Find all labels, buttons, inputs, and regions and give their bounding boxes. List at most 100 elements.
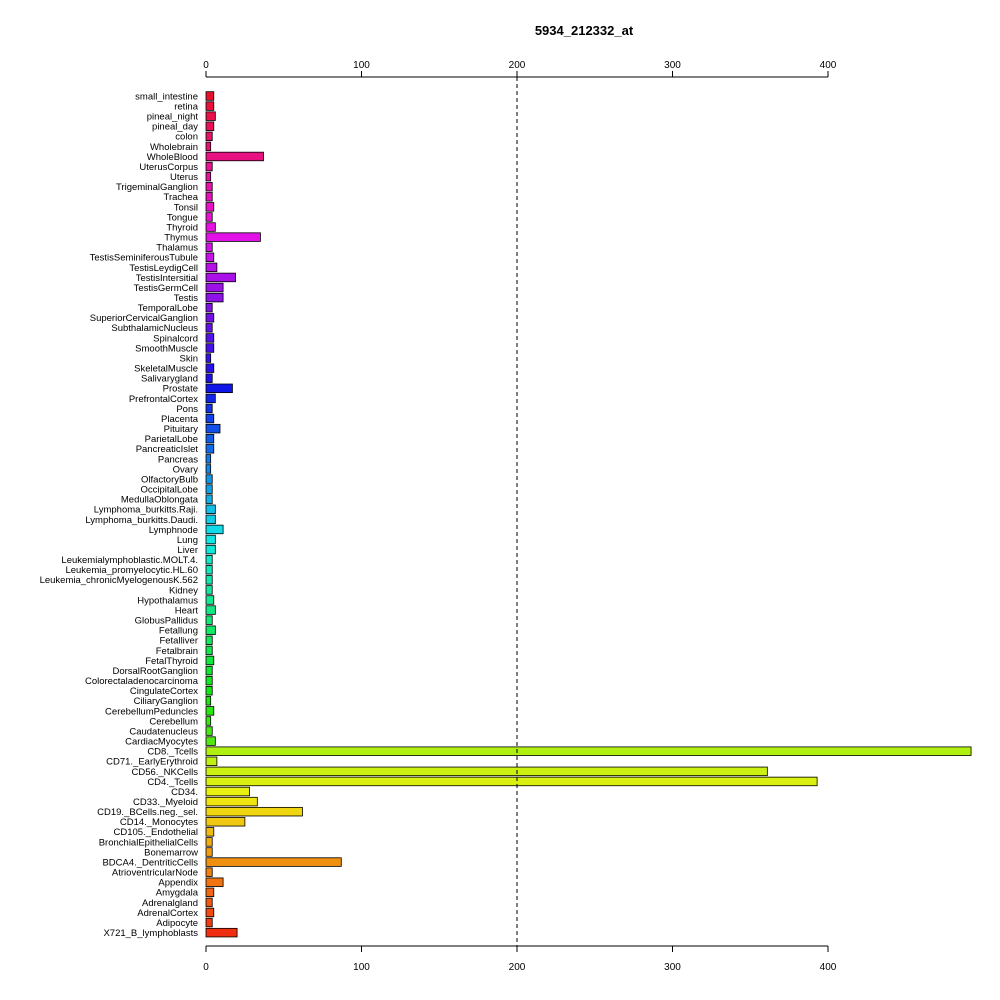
- bar: [205, 212, 213, 222]
- category-label: Caudatenucleus: [129, 726, 198, 737]
- bar: [205, 171, 212, 182]
- category-label: small_intestine: [135, 91, 198, 102]
- bar: [205, 343, 215, 353]
- category-label: CingulateCortex: [130, 686, 198, 697]
- category-label: Colorectaladenocarcinoma: [85, 676, 199, 687]
- bar: [205, 363, 215, 373]
- bar: [205, 393, 216, 404]
- bar: [205, 706, 215, 716]
- bar: [205, 857, 342, 867]
- category-label: Leukemia_promyelocytic.HL.60: [65, 565, 198, 576]
- x-tick-label: 100: [353, 60, 370, 71]
- bar: [205, 111, 216, 121]
- bar: [205, 655, 215, 666]
- category-label: Thymus: [164, 233, 198, 244]
- bar: [205, 474, 213, 484]
- chart-title: 5934_212332_at: [535, 23, 634, 38]
- category-label: WholeBlood: [147, 152, 198, 163]
- category-label: Tongue: [167, 212, 198, 223]
- bar: [205, 353, 212, 363]
- bar: [205, 625, 216, 635]
- category-label: Lymphnode: [149, 525, 198, 536]
- x-tick-label: 400: [820, 962, 837, 973]
- bar: [205, 806, 303, 817]
- bar: [205, 423, 221, 434]
- category-label: CardiacMyocytes: [125, 737, 198, 748]
- category-label: TemporalLobe: [138, 303, 198, 314]
- category-label: CerebellumPeduncles: [105, 706, 198, 717]
- category-label: Trachea: [164, 192, 199, 203]
- bar: [205, 302, 213, 313]
- category-label: Appendix: [158, 878, 198, 889]
- category-label: Leukemialymphoblastic.MOLT.4.: [61, 555, 198, 566]
- bar: [205, 222, 216, 232]
- bar: [205, 585, 213, 595]
- category-label: Bonemarrow: [144, 847, 198, 858]
- category-label: PrefrontalCortex: [129, 394, 198, 405]
- bar: [205, 796, 258, 807]
- bar: [205, 161, 213, 172]
- category-label: Wholebrain: [150, 142, 198, 153]
- category-label: Spinalcord: [153, 333, 198, 344]
- category-label: SkeletalMuscle: [134, 364, 198, 375]
- category-label: Hypothalamus: [137, 595, 198, 606]
- category-label: Pituitary: [164, 424, 199, 435]
- category-label: Skin: [180, 353, 198, 364]
- bar: [205, 524, 224, 535]
- category-label: Thyroid: [166, 222, 198, 233]
- bar: [205, 252, 215, 262]
- category-label: Fetallung: [159, 626, 198, 637]
- bar: [205, 665, 213, 676]
- category-label: CiliaryGanglion: [134, 696, 198, 707]
- bar: [205, 645, 213, 656]
- bar: [205, 887, 215, 898]
- category-label: CD4._Tcells: [147, 777, 198, 788]
- bar: [205, 766, 768, 777]
- category-label: X721_B_lymphoblasts: [103, 928, 198, 939]
- category-label: pineal_day: [152, 122, 198, 133]
- category-label: Salivarygland: [141, 374, 198, 385]
- category-label: Leukemia_chronicMyelogenousK.562: [40, 575, 198, 586]
- bar: [205, 484, 213, 494]
- bar: [205, 313, 215, 323]
- bar: [205, 383, 233, 394]
- bar: [205, 897, 213, 908]
- category-label: Lymphoma_burkitts.Daudi.: [85, 515, 198, 526]
- category-label: Amygdala: [156, 888, 199, 899]
- bar: [205, 927, 238, 938]
- bar: [205, 917, 213, 928]
- bar: [205, 202, 215, 212]
- bar: [205, 323, 213, 333]
- category-label: CD56._NKCells: [131, 767, 198, 778]
- bar: [205, 565, 213, 575]
- bar: [205, 182, 213, 192]
- bar: [205, 786, 250, 797]
- x-tick-label: 100: [353, 962, 370, 973]
- category-label: TestisSeminiferousTubule: [90, 253, 198, 264]
- bars-group: [205, 91, 972, 938]
- category-label: TestisLeydigCell: [129, 263, 198, 274]
- bar: [205, 232, 261, 242]
- category-label: TestisGermCell: [134, 283, 198, 294]
- bar: [205, 595, 215, 605]
- category-label: AtrioventricularNode: [112, 868, 198, 879]
- bar: [205, 756, 218, 766]
- bar: [205, 534, 216, 545]
- category-label: colon: [175, 132, 198, 143]
- bar: [205, 434, 215, 444]
- category-label: retina: [174, 101, 198, 112]
- bar: [205, 403, 213, 414]
- category-label: OlfactoryBulb: [141, 474, 198, 485]
- category-label: Thalamus: [156, 243, 198, 254]
- bar: [205, 696, 212, 706]
- category-label: CD19._BCells.neg._sel.: [97, 807, 198, 818]
- bar: [205, 635, 213, 646]
- category-label: Pancreas: [158, 454, 198, 465]
- bar: [205, 262, 218, 273]
- category-label: PancreaticIslet: [136, 444, 199, 455]
- category-label: Cerebellum: [149, 716, 198, 727]
- category-label: CD33._Myeloid: [133, 797, 198, 808]
- bar: [205, 575, 213, 585]
- bar: [205, 494, 213, 504]
